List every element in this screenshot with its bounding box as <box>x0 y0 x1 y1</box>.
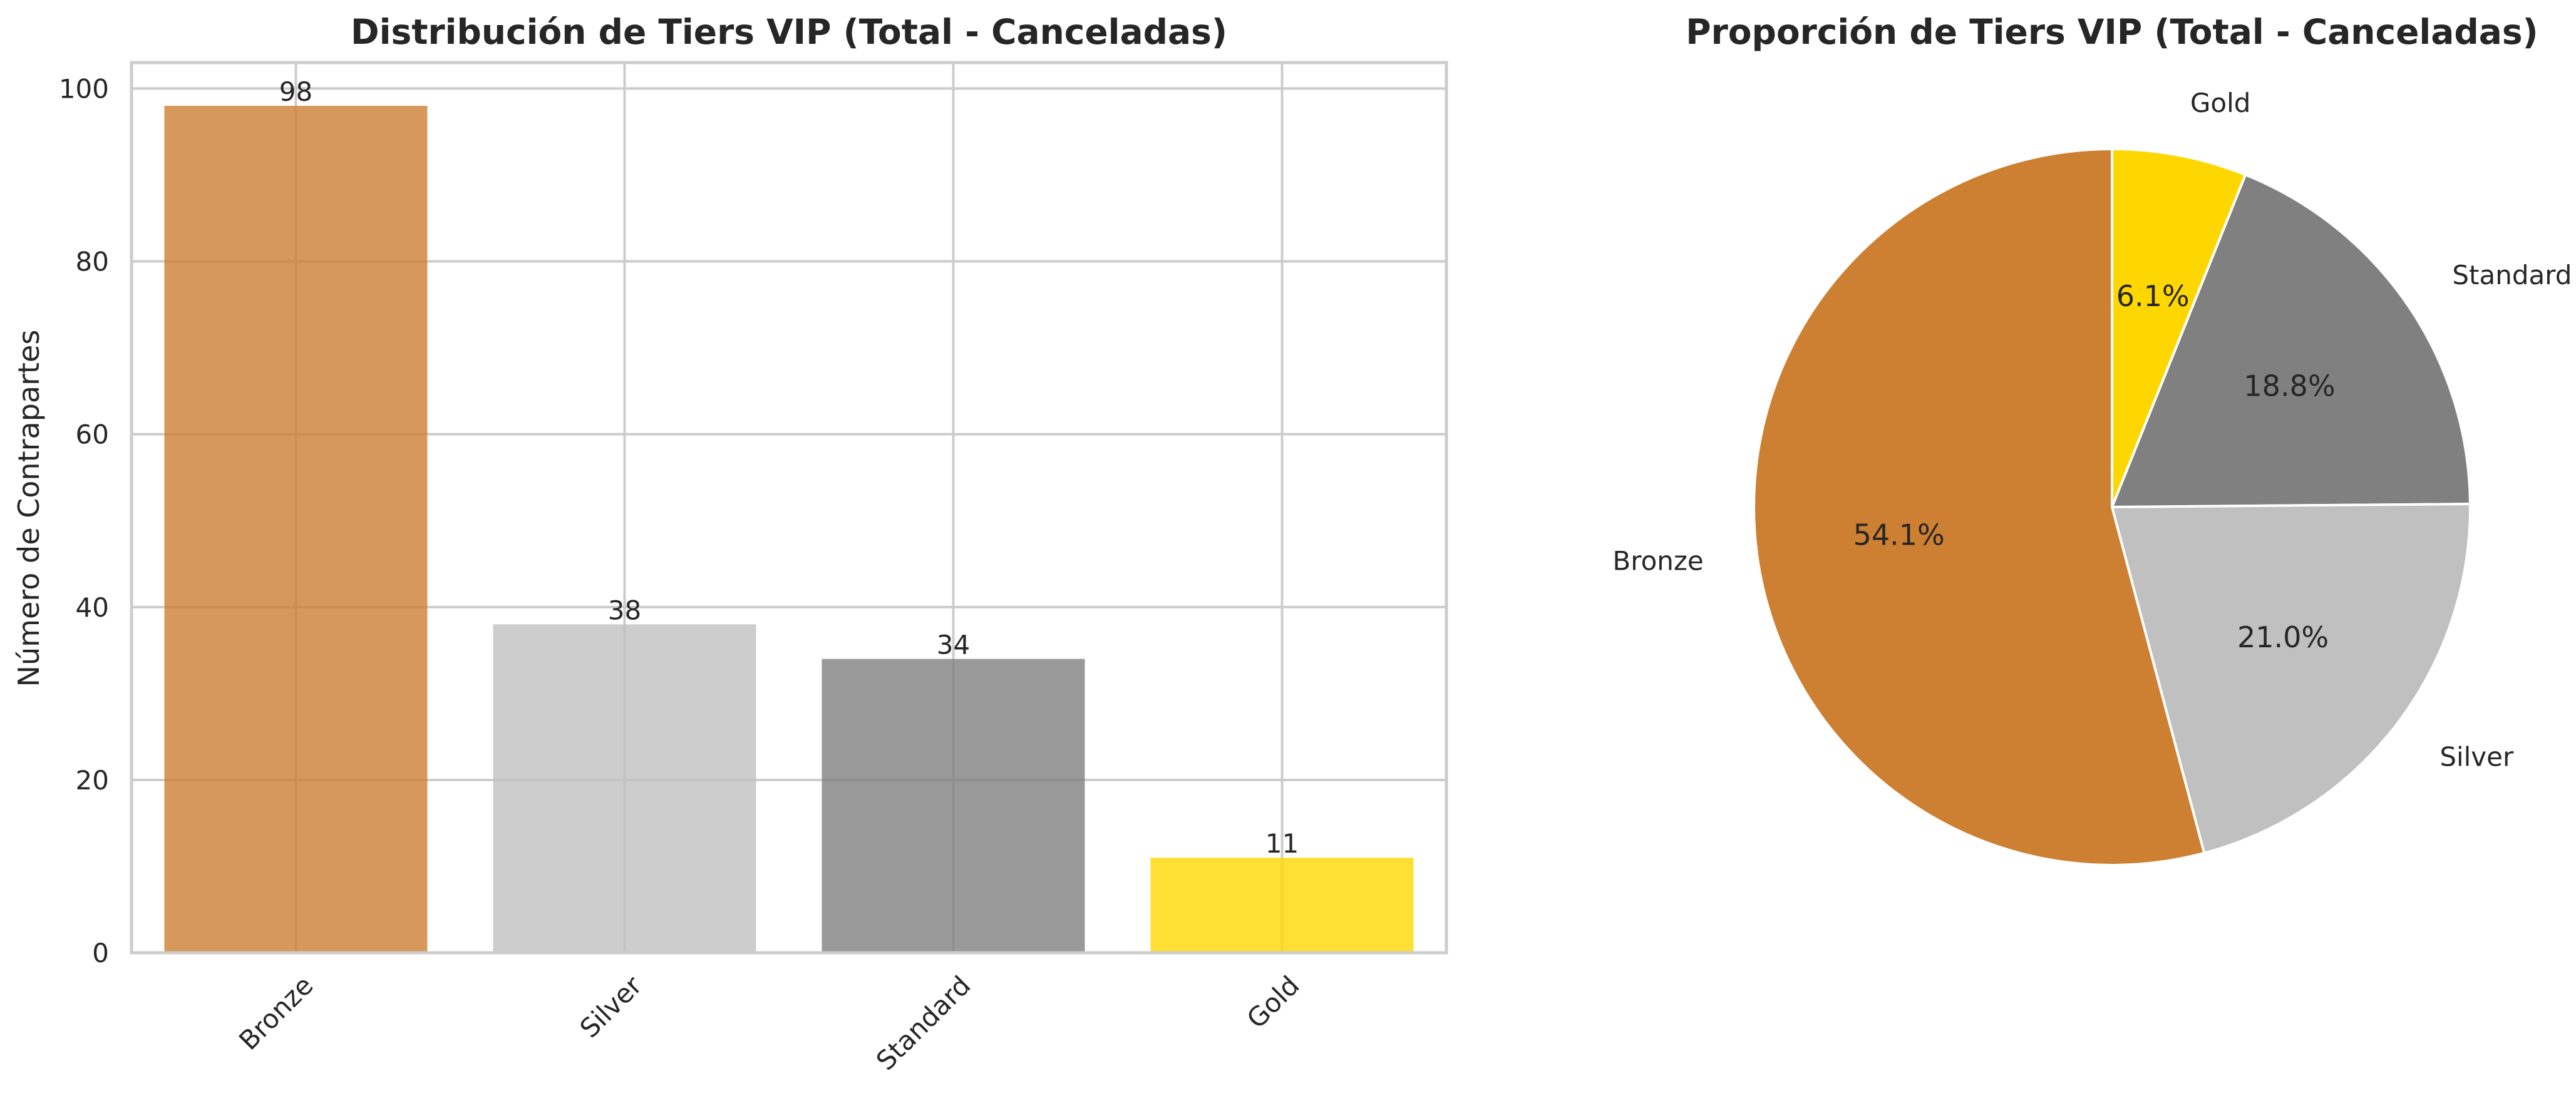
pie-chart-labels: Gold Standard Silver Bronze <box>1612 88 2572 772</box>
pie-slice-standard <box>2110 173 2471 509</box>
pie-percent-silver: 21.0% <box>2237 620 2329 654</box>
bar-chart-bars <box>164 106 1414 953</box>
x-tick-label-standard: Standard <box>870 970 977 1076</box>
data-label-standard: 34 <box>937 630 970 660</box>
data-label-silver: 38 <box>608 595 641 625</box>
pie-chart-slices <box>1753 147 2471 866</box>
bar-chart-x-ticks: Bronze Silver Standard Gold <box>233 970 1305 1076</box>
x-tick-label-gold: Gold <box>1241 970 1306 1034</box>
pie-label-gold: Gold <box>2190 88 2251 118</box>
y-tick-label-100: 100 <box>59 73 109 104</box>
y-tick-label-40: 40 <box>76 592 109 623</box>
pie-label-bronze: Bronze <box>1612 545 1703 576</box>
bar-gold <box>1150 858 1414 953</box>
pie-percent-standard: 18.8% <box>2244 369 2335 403</box>
data-label-bronze: 98 <box>279 76 312 107</box>
bar-chart: Distribución de Tiers VIP (Total - Cance… <box>12 12 1448 1076</box>
pie-percent-gold: 6.1% <box>2116 279 2190 313</box>
bar-chart-frame <box>130 61 1448 955</box>
bar-chart-data-labels: 98 38 34 11 <box>279 76 1299 859</box>
bar-chart-y-axis-label: Número de Contrapartes <box>12 330 46 687</box>
pie-slice-gold <box>2111 147 2247 508</box>
pie-chart-percent-labels: 6.1% 18.8% 21.0% 54.1% <box>1853 279 2336 654</box>
pie-chart-title: Proporción de Tiers VIP (Total - Cancela… <box>1686 12 2538 52</box>
pie-chart: Proporción de Tiers VIP (Total - Cancela… <box>1612 12 2572 866</box>
y-tick-label-80: 80 <box>76 247 109 277</box>
x-tick-label-silver: Silver <box>574 970 649 1044</box>
bar-chart-title: Distribución de Tiers VIP (Total - Cance… <box>351 12 1227 52</box>
bar-silver <box>493 624 756 953</box>
data-label-gold: 11 <box>1265 828 1299 859</box>
y-tick-label-60: 60 <box>76 419 109 450</box>
pie-label-standard: Standard <box>2452 260 2572 290</box>
x-tick-label-bronze: Bronze <box>233 970 319 1055</box>
y-tick-label-20: 20 <box>76 765 109 796</box>
pie-slice-bronze <box>1753 147 2206 866</box>
pie-slice-silver <box>2110 503 2471 855</box>
y-tick-label-0: 0 <box>92 938 109 968</box>
pie-label-silver: Silver <box>2439 742 2514 772</box>
bar-standard <box>822 659 1085 953</box>
bar-chart-y-ticks: 0 20 40 60 80 100 <box>59 73 109 968</box>
bar-bronze <box>164 106 428 953</box>
pie-percent-bronze: 54.1% <box>1853 518 1945 552</box>
